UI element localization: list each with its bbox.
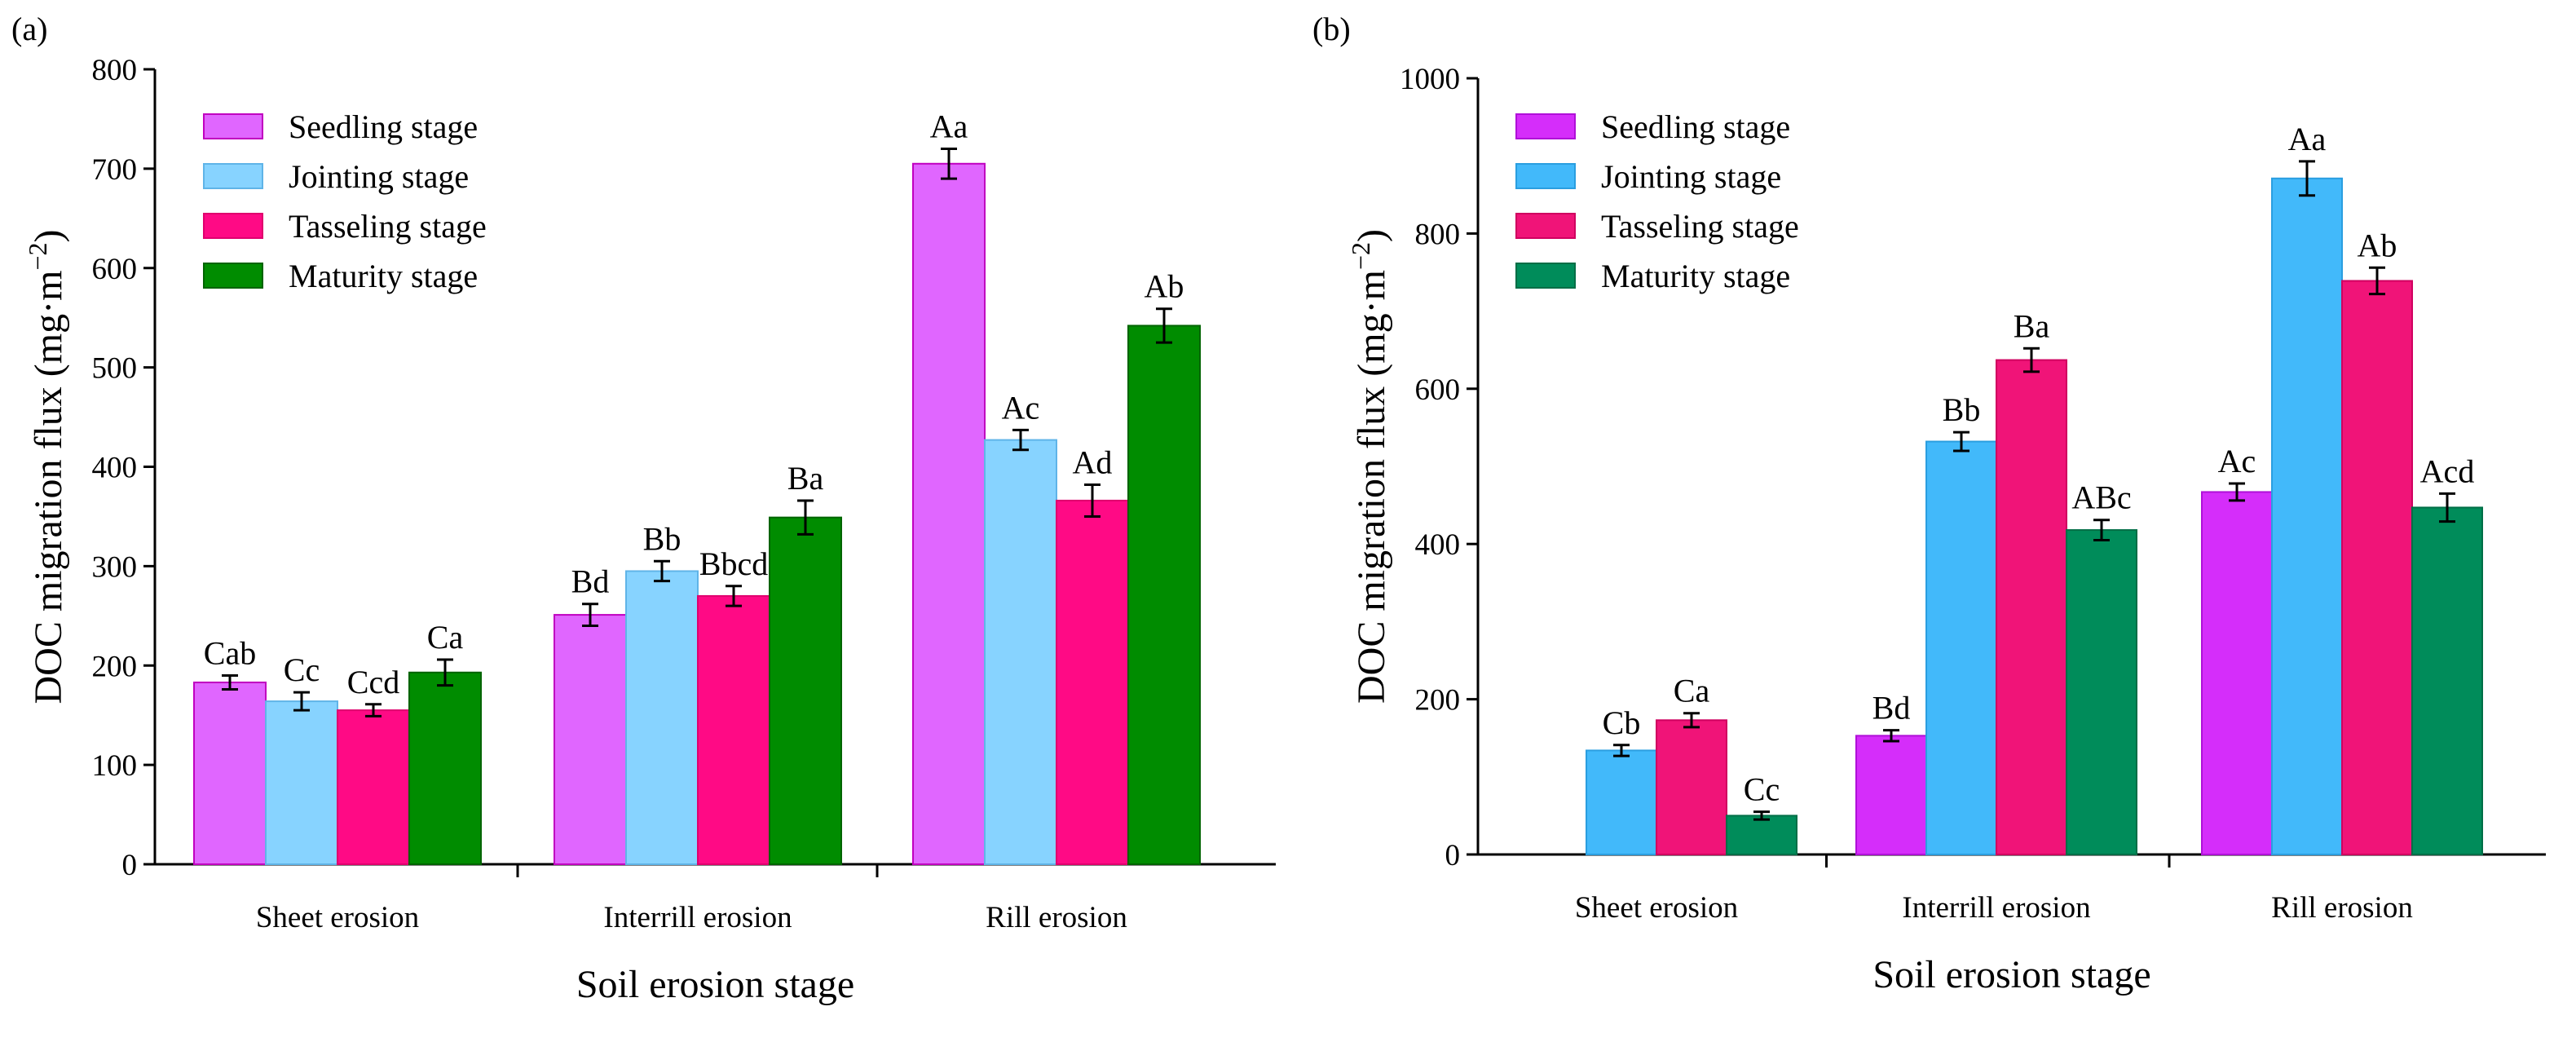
bar-maturity-stage	[1726, 815, 1797, 856]
panel-label-b: (b)	[1312, 11, 1351, 47]
bar-jointing-stage	[265, 700, 338, 865]
significance-label: Cb	[1603, 704, 1641, 741]
y-tick-label: 100	[92, 749, 138, 783]
bar-jointing-stage	[1925, 440, 1997, 855]
legend-label: Tasseling stage	[289, 208, 487, 245]
x-tick-label: Interrill erosion	[1902, 891, 2090, 925]
bar-seedling-stage	[912, 162, 986, 865]
x-tick-label: Sheet erosion	[1575, 891, 1738, 925]
y-tick-label: 300	[92, 550, 138, 584]
y-tick-label: 500	[92, 352, 138, 386]
significance-label: Ba	[2014, 307, 2050, 344]
legend-swatch	[203, 213, 263, 239]
significance-label: Ab	[2358, 227, 2397, 263]
significance-label: Ba	[787, 460, 824, 497]
significance-label: ABc	[2071, 479, 2131, 516]
legend-label: Maturity stage	[289, 258, 478, 294]
significance-label: Aa	[2288, 121, 2327, 157]
bar-maturity-stage	[2411, 506, 2483, 855]
legend-swatch	[203, 163, 263, 189]
panel-label-a: (a)	[11, 11, 48, 47]
significance-label: Ac	[1002, 389, 1040, 426]
legend-swatch	[1515, 263, 1576, 289]
bar-tasseling-stage	[1056, 499, 1129, 865]
significance-label: Bb	[1943, 391, 1981, 428]
bar-maturity-stage	[2066, 529, 2137, 856]
legend-label: Tasseling stage	[1601, 208, 1799, 245]
bar-tasseling-stage	[1996, 359, 2067, 855]
bar-tasseling-stage	[2341, 280, 2413, 855]
y-tick-label: 800	[92, 54, 138, 87]
y-tick-label: 800	[1415, 218, 1461, 251]
y-tick-label: 700	[92, 153, 138, 187]
significance-label: Acd	[2420, 453, 2475, 489]
chart-b-svg: 0 200 400 600 800 1000 Sheet erosion Interrill …	[1346, 63, 2546, 996]
bar-seedling-stage	[1855, 735, 1927, 855]
legend-label: Seedling stage	[1601, 108, 1790, 145]
x-tick-label: Interrill erosion	[603, 901, 792, 934]
y-tick-label: 400	[1415, 528, 1461, 562]
chart-panel-b: (b) 0 200 400 600 800 1000 Sheet erosion Interr…	[1288, 0, 2576, 1042]
significance-label: Cab	[204, 634, 256, 671]
bar-seedling-stage	[193, 681, 267, 865]
legend-swatch	[203, 263, 263, 289]
legend-swatch	[203, 113, 263, 139]
legend-label: Seedling stage	[289, 108, 478, 145]
x-tick-label: Rill erosion	[986, 901, 1127, 934]
significance-label: Bbcd	[699, 545, 768, 582]
x-tick-label: Rill erosion	[2271, 891, 2413, 925]
bar-maturity-stage	[1127, 325, 1201, 865]
legend-swatch	[1515, 213, 1576, 239]
bar-jointing-stage	[1586, 749, 1657, 856]
significance-label: Bb	[643, 520, 681, 557]
y-tick-label: 200	[92, 650, 138, 683]
bar-seedling-stage	[2201, 491, 2273, 856]
y-tick-label: 1000	[1400, 63, 1460, 96]
y-axis-title: DOC migration flux (mg·m−2)	[23, 230, 70, 704]
significance-label: Cc	[1744, 771, 1780, 808]
bar-seedling-stage	[554, 614, 627, 865]
legend-label: Jointing stage	[1601, 158, 1781, 195]
y-tick-label: 600	[1415, 373, 1461, 407]
significance-label: Ca	[1674, 673, 1710, 709]
x-tick-label: Sheet erosion	[256, 901, 419, 934]
significance-label: Bd	[1872, 690, 1911, 726]
y-tick-label: 0	[122, 849, 138, 882]
significance-label: Ccd	[347, 664, 399, 700]
y-tick-label: 200	[1415, 684, 1461, 717]
significance-label: Aa	[930, 108, 968, 145]
chart-a-svg: 0 100 200 300 400 500 600 700 800 Sheet erosion In…	[23, 54, 1276, 1006]
bar-jointing-stage	[2271, 177, 2343, 856]
legend-label: Jointing stage	[289, 158, 469, 195]
legend-swatch	[1515, 113, 1576, 139]
significance-label: Ac	[2218, 443, 2256, 479]
bar-tasseling-stage	[697, 594, 770, 865]
bar-jointing-stage	[984, 439, 1057, 865]
y-tick-label: 600	[92, 253, 138, 286]
bar-tasseling-stage	[1656, 719, 1727, 856]
significance-label: Cc	[284, 651, 320, 688]
legend-label: Maturity stage	[1601, 258, 1790, 294]
y-tick-label: 400	[92, 452, 138, 485]
significance-label: Ab	[1145, 268, 1184, 305]
bar-jointing-stage	[625, 570, 699, 865]
significance-label: Ca	[427, 619, 464, 656]
chart-panel-a: (a) 0 100 200 300 400 500 600 700 800 Sheet erosi…	[11, 11, 1276, 1006]
legend-swatch	[1515, 163, 1576, 189]
y-axis-title: DOC migration flux (mg·m−2)	[1346, 229, 1393, 704]
y-tick-label: 0	[1445, 839, 1461, 872]
x-axis-title: Soil erosion stage	[1872, 953, 2150, 996]
significance-label: Bd	[571, 563, 610, 600]
significance-label: Ad	[1073, 444, 1113, 480]
x-axis-title: Soil erosion stage	[576, 963, 854, 1006]
bar-maturity-stage	[408, 671, 482, 865]
bar-maturity-stage	[769, 516, 842, 865]
bar-tasseling-stage	[337, 709, 410, 865]
